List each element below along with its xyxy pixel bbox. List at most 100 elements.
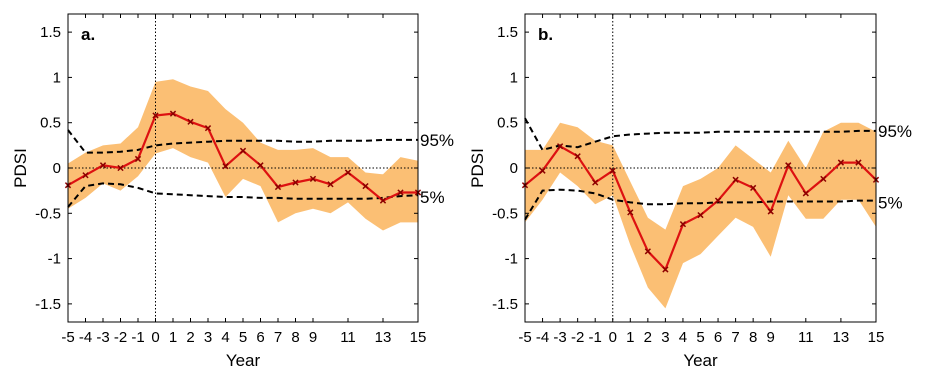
data-point-marker [117, 164, 124, 172]
data-point-marker [327, 181, 334, 188]
y-tick-label: -1 [505, 251, 518, 268]
data-point-marker [169, 110, 177, 117]
data-point-marker [785, 162, 792, 169]
data-point-marker [309, 175, 317, 183]
p5-label: 5% [878, 194, 903, 213]
panel-label: a. [81, 25, 95, 44]
x-tick-label: 4 [221, 329, 229, 346]
x-tick-label: 0 [151, 329, 159, 346]
data-point-marker [802, 190, 809, 197]
x-tick-label: 8 [291, 329, 299, 346]
x-tick-label: -3 [553, 329, 566, 346]
panel-label: b. [538, 25, 553, 44]
x-tick-label: -5 [61, 329, 74, 346]
x-tick-label: 8 [749, 329, 757, 346]
x-tick-label: 11 [340, 329, 356, 346]
x-tick-label: 5 [239, 329, 247, 346]
x-tick-label: 1 [169, 329, 177, 346]
confidence-band [68, 79, 418, 231]
data-point-marker [732, 176, 739, 183]
y-tick-label: -1.5 [35, 296, 61, 313]
data-point-marker [222, 163, 229, 170]
p5-label: 5% [420, 188, 445, 207]
x-tick-label: 9 [309, 329, 317, 346]
data-point-marker [556, 143, 564, 150]
data-point-marker [134, 155, 142, 163]
data-point-marker [239, 147, 247, 154]
data-point-marker [292, 179, 299, 186]
p5-threshold-line [524, 188, 876, 221]
data-point-marker [679, 221, 687, 228]
data-point-marker [855, 159, 862, 166]
data-point-marker [644, 248, 651, 255]
panel-a: 1.510.50-0.5-1-1.5-5 -4 -3 -2 -1 0 1 2 3 4 5 6 7 8 9 11… [11, 13, 454, 370]
x-tick-label: -3 [96, 329, 109, 346]
x-tick-label: 13 [833, 329, 850, 346]
x-tick-label: 2 [186, 329, 194, 346]
x-tick-label: -1 [589, 329, 602, 346]
data-point-marker [767, 208, 774, 215]
data-point-marker [257, 162, 264, 169]
x-tick-label: 9 [767, 329, 775, 346]
data-point-marker [344, 169, 352, 176]
data-point-marker [539, 167, 546, 174]
y-tick-label: 0.5 [497, 115, 518, 132]
x-tick-label: 6 [256, 329, 264, 346]
y-axis-label: PDSI [11, 148, 30, 188]
data-point-marker [820, 175, 827, 183]
p95-label: 95% [878, 122, 912, 141]
panel-b: 1.510.50-0.5-1-1.5-5 -4 -3 -2 -1 0 1 2 3 4 5 6 7 8 9 11… [468, 13, 912, 370]
data-point-marker [592, 179, 599, 186]
y-tick-label: 0 [510, 160, 518, 177]
x-tick-label: 3 [661, 329, 669, 346]
x-tick-label: -5 [518, 329, 531, 346]
x-tick-label: 2 [644, 329, 652, 346]
data-point-marker [662, 266, 669, 273]
p95-threshold-line [67, 129, 418, 154]
data-point-marker [152, 112, 159, 119]
data-point-marker [750, 184, 757, 192]
x-axis-label: Year [226, 351, 261, 370]
y-tick-label: -1.5 [492, 296, 518, 313]
x-tick-label: -2 [571, 329, 584, 346]
x-tick-label: 7 [274, 329, 282, 346]
x-tick-label: 0 [609, 329, 617, 346]
x-tick-label: 1 [626, 329, 634, 346]
y-tick-label: 1 [510, 69, 518, 86]
x-tick-label: 11 [798, 329, 814, 346]
x-tick-label: 4 [679, 329, 687, 346]
x-tick-label: -1 [131, 329, 144, 346]
y-tick-label: -0.5 [492, 205, 518, 222]
data-point-marker [697, 211, 704, 219]
x-tick-label: 3 [204, 329, 212, 346]
x-axis-label: Year [683, 351, 718, 370]
data-point-marker [187, 118, 194, 125]
data-point-marker [204, 125, 212, 132]
y-axis-label: PDSI [468, 148, 487, 188]
x-tick-label: 7 [731, 329, 739, 346]
data-point-marker [627, 209, 634, 216]
p5-threshold-line [67, 182, 419, 208]
x-tick-label: 5 [696, 329, 704, 346]
x-tick-label: 13 [375, 329, 392, 346]
x-tick-label: -4 [79, 329, 92, 346]
x-tick-label: -4 [536, 329, 549, 346]
data-point-marker [574, 153, 581, 160]
data-point-marker [82, 172, 89, 179]
y-tick-label: 1.5 [497, 24, 518, 41]
x-tick-label: -2 [114, 329, 127, 346]
y-tick-label: -0.5 [35, 205, 61, 222]
x-tick-label: 6 [714, 329, 722, 346]
y-tick-label: 1.5 [40, 24, 61, 41]
data-point-marker [99, 162, 107, 169]
y-tick-label: 0 [53, 160, 61, 177]
p95-threshold-line [524, 117, 876, 152]
x-tick-label: 15 [868, 329, 885, 346]
data-point-marker [837, 159, 845, 166]
data-point-marker [397, 189, 404, 196]
x-tick-label: 15 [410, 329, 427, 346]
y-tick-label: 0.5 [40, 115, 61, 132]
p95-label: 95% [420, 131, 454, 150]
data-point-marker [362, 182, 369, 190]
